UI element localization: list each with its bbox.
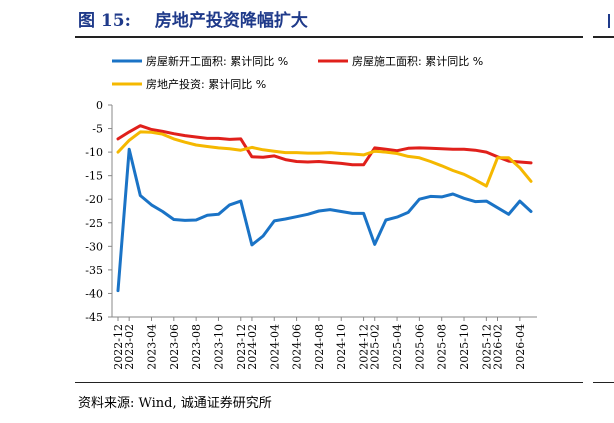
x-tick-label: 2025-10: [458, 324, 471, 370]
y-tick-label: -10: [85, 146, 103, 159]
x-tick-label: 2023-06: [168, 324, 181, 370]
x-tick-label: 2025-08: [436, 324, 449, 370]
x-tick-label: 2023-02: [123, 324, 136, 370]
x-tick-label: 2025-06: [413, 324, 426, 370]
x-tick-label: 2023-04: [145, 324, 158, 370]
figure-title: 图 15: 房地产投资降幅扩大: [78, 6, 308, 31]
legend-label-2: 房屋施工面积: 累计同比 %: [352, 55, 483, 68]
x-tick-label: 2024-10: [335, 324, 348, 370]
x-tick-label: 2024-12: [358, 324, 371, 370]
x-tick-label: 2024-06: [291, 324, 304, 370]
series-line-3: [116, 130, 533, 188]
y-tick-label: -15: [85, 170, 103, 183]
title-rule: [75, 36, 583, 38]
y-tick-label: -40: [85, 287, 103, 300]
legend-label-3: 房地产投资: 累计同比 %: [146, 77, 266, 91]
x-tick-label: 2023-10: [212, 324, 225, 370]
series-line-1: [116, 147, 533, 293]
y-tick-label: -35: [85, 264, 103, 277]
figure-title-text: 房地产投资降幅扩大: [154, 11, 308, 31]
y-tick-label: -5: [92, 123, 103, 136]
figure-label: 图 15:: [78, 11, 131, 31]
adjacent-figure-fragment: [608, 14, 610, 28]
x-tick-label: 2026-04: [514, 324, 527, 370]
x-tick-label: 2022-12: [112, 324, 125, 370]
adjacent-figure-rule-bottom: [593, 382, 614, 383]
x-tick-label: 2026-02: [492, 324, 505, 370]
adjacent-figure-rule: [593, 36, 614, 38]
y-tick-label: -30: [85, 240, 103, 253]
x-tick-label: 2025-12: [480, 324, 493, 370]
x-tick-label: 2025-04: [391, 324, 404, 370]
source-note: 资料来源: Wind, 诚通证券研究所: [78, 396, 272, 411]
x-tick-label: 2024-02: [246, 324, 259, 370]
y-tick-label: -45: [85, 311, 103, 324]
x-tick-label: 2023-08: [190, 324, 203, 370]
y-tick-label: 0: [96, 99, 103, 112]
y-tick-label: -25: [85, 217, 103, 230]
x-tick-label: 2023-12: [235, 324, 248, 370]
x-tick-label: 2024-04: [268, 324, 281, 370]
series-line-2: [116, 124, 533, 167]
source-rule: [75, 382, 583, 383]
legend-label-1: 房屋新开工面积: 累计同比 %: [146, 54, 288, 68]
y-tick-label: -20: [85, 193, 103, 206]
x-tick-label: 2025-02: [369, 324, 382, 370]
x-tick-label: 2024-08: [313, 324, 326, 370]
